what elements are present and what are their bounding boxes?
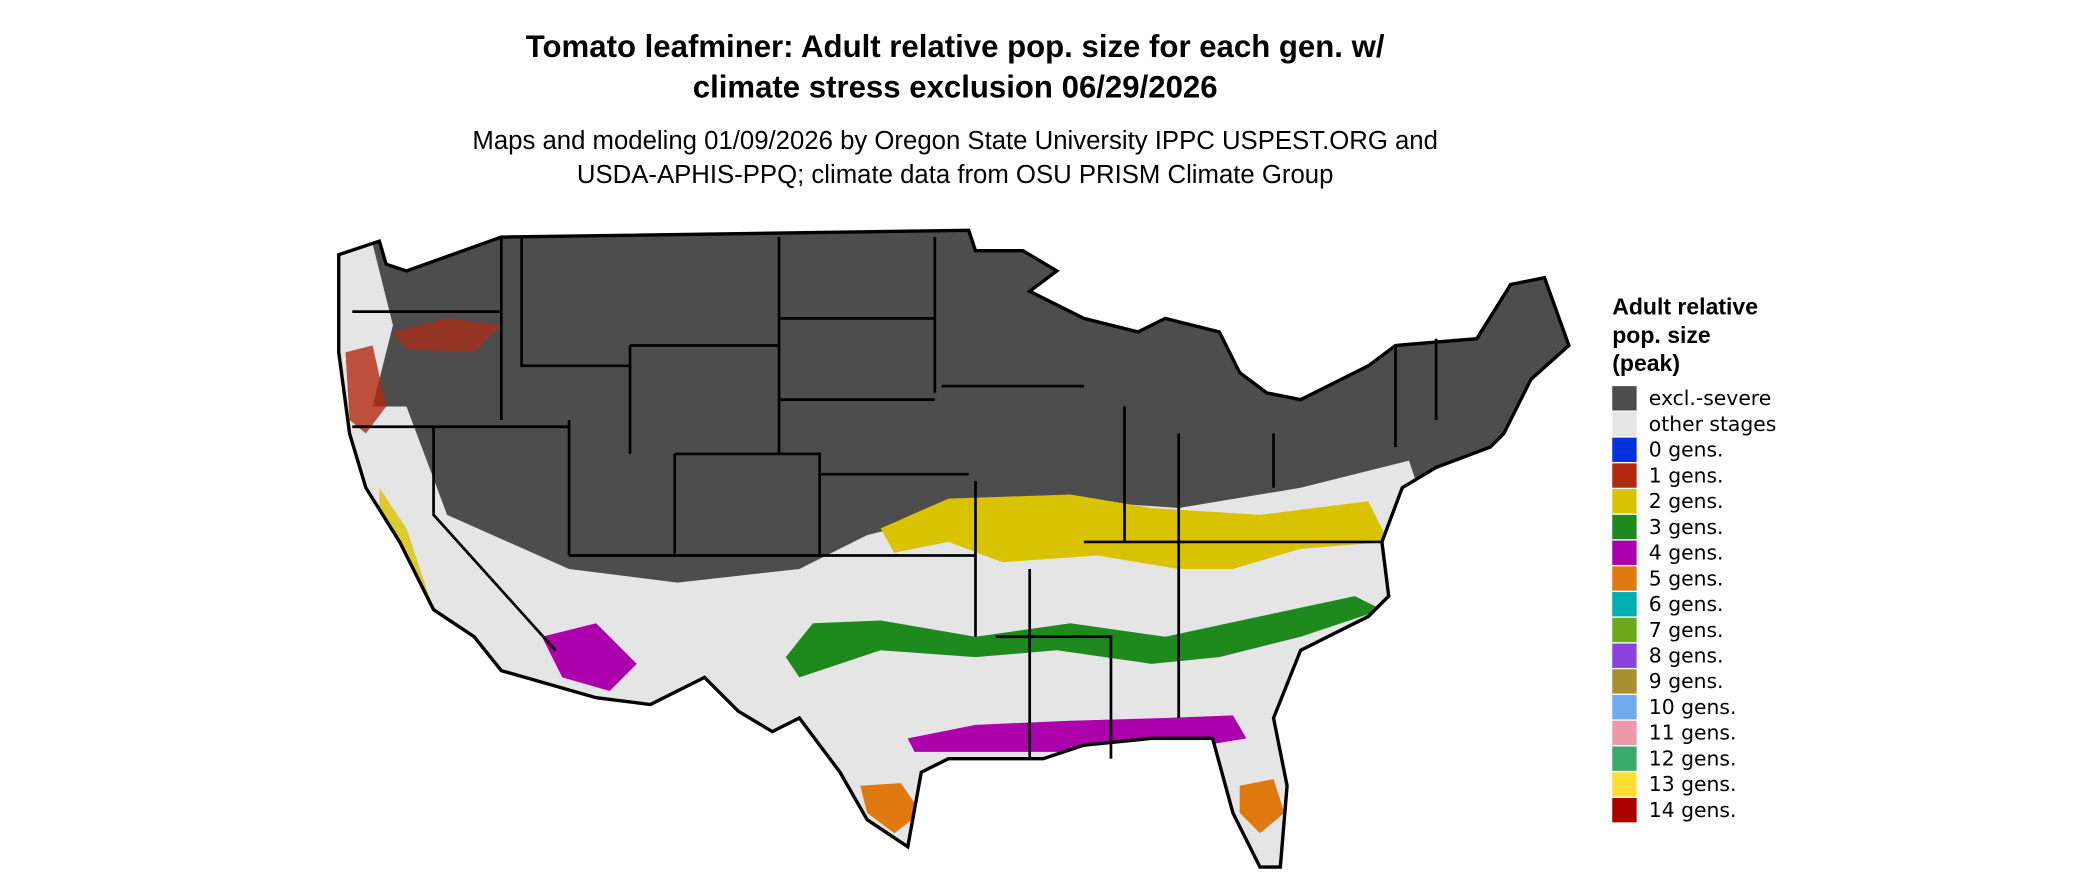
legend-label: 8 gens. [1649,643,1724,667]
title-line: Tomato leafminer: Adult relative pop. si… [526,29,1385,64]
gens-band [379,487,475,651]
legend-label: 4 gens. [1649,541,1724,565]
state-borders [352,237,1438,759]
legend-label: 1 gens. [1649,463,1724,487]
legend-label: 7 gens. [1649,618,1724,642]
gens-band [541,623,637,691]
legend-title: (peak) [1612,350,1680,376]
legend-label: excl.-severe [1649,386,1771,410]
us-map [337,228,1571,869]
legend-swatch [1612,489,1637,514]
subtitle-line: Maps and modeling 01/09/2026 by Oregon S… [472,127,1438,155]
legend-title: pop. size [1612,322,1711,348]
legend-swatch [1612,617,1637,643]
gens-patch [1239,779,1285,834]
gens-patch [392,318,502,353]
gens-band [880,494,1389,570]
legend-swatch [1612,386,1637,411]
legend-swatch [1612,669,1637,694]
legend-swatch [1612,411,1637,437]
legend-label: 13 gens. [1649,772,1737,796]
legend-swatch [1612,566,1637,591]
legend-label: 2 gens. [1649,489,1724,513]
legend-swatch [1612,592,1637,617]
legend-swatch [1612,772,1637,797]
gens-patch [345,345,387,434]
legend-swatch [1612,514,1637,540]
legend-swatch [1612,746,1637,771]
legend-label: 0 gens. [1649,438,1724,462]
legend-swatch [1612,695,1637,720]
legend-label: 9 gens. [1649,669,1724,693]
legend-label: 10 gens. [1649,695,1737,719]
legend-swatch [1612,720,1637,746]
legend-label: 11 gens. [1649,721,1737,745]
legend-swatch [1612,437,1637,462]
legend-title: Adult relative [1612,293,1758,319]
legend-swatch [1612,643,1637,668]
legend-label: other stages [1649,412,1777,436]
title-line: climate stress exclusion 06/29/2026 [693,70,1218,105]
legend-label: 3 gens. [1649,515,1724,539]
legend-swatch [1612,540,1637,565]
legend-swatch [1612,797,1637,823]
us-outline [337,228,1571,869]
gens-patch [860,783,922,834]
legend-label: 12 gens. [1649,746,1737,770]
subtitle-line: USDA-APHIS-PPQ; climate data from OSU PR… [577,161,1334,189]
legend: Adult relative pop. size(peak) excl.-sever… [1612,293,1777,823]
legend-label: 14 gens. [1649,798,1737,822]
legend-swatch [1612,463,1637,488]
legend-label: 6 gens. [1649,592,1724,616]
legend-label: 5 gens. [1649,566,1724,590]
